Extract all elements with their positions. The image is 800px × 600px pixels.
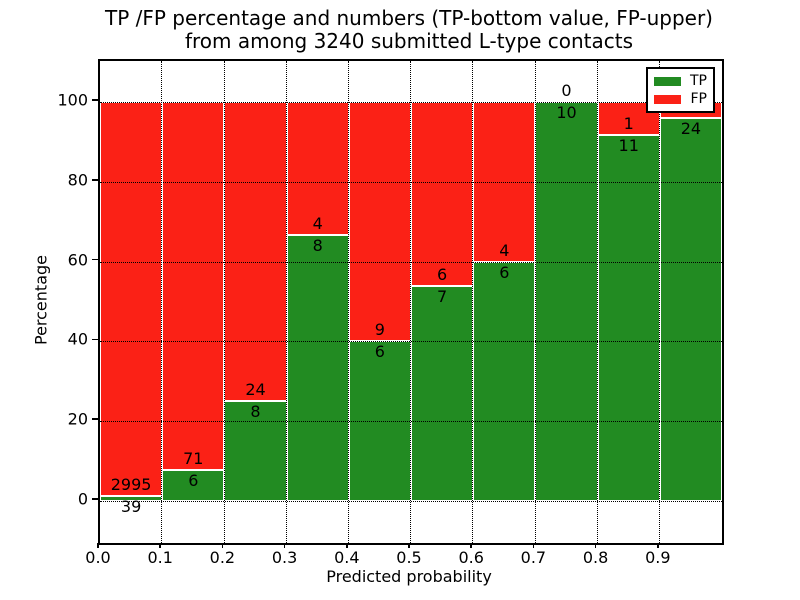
x-tick-mark-8	[594, 543, 597, 548]
x-tick-mark-3	[283, 543, 286, 548]
x-tick-label-5: 0.5	[396, 548, 422, 567]
x-tick-mark-6	[470, 543, 472, 548]
bar-segment-tp-5	[411, 286, 474, 501]
x-axis-label: Predicted probability	[326, 567, 492, 586]
bar-segment-tp-1	[162, 469, 225, 501]
y-tick-label-20: 20	[67, 409, 88, 429]
y-tick-mark-0	[92, 498, 98, 500]
x-tick-mark-0	[97, 543, 99, 548]
y-tick-label-0: 0	[77, 489, 88, 509]
bar-segment-tp-0	[100, 495, 163, 501]
bar-segment-tp-9	[659, 117, 722, 501]
bar-segment-tp-3	[286, 234, 349, 501]
y-tick-mark-60	[92, 258, 98, 261]
x-tick-label-3: 0.3	[271, 548, 298, 567]
bar-segment-fp-3	[286, 102, 349, 235]
y-tick-label-80: 80	[67, 170, 88, 190]
y-tick-label-100: 100	[57, 90, 88, 110]
bar-segment-fp-1	[162, 102, 225, 470]
bar-segment-fp-4	[348, 102, 411, 342]
y-tick-mark-100	[92, 99, 98, 101]
fp-legend-label: FP	[690, 91, 708, 107]
bar-segment-fp-0	[100, 102, 163, 496]
x-tick-label-2: 0.2	[209, 548, 236, 567]
x-tick-label-9: 0.9	[645, 548, 671, 567]
bar-segment-fp-6	[473, 102, 536, 262]
bar-segment-tp-6	[473, 261, 536, 501]
y-tick-mark-80	[92, 179, 98, 181]
chart-title: TP /FP percentage and numbers (TP-bottom…	[98, 7, 720, 53]
x-tick-mark-1	[159, 543, 161, 548]
chart-title-line2: from among 3240 submitted L-type contact…	[184, 29, 634, 53]
bar-segment-fp-5	[411, 102, 474, 287]
bar-segment-tp-2	[224, 401, 287, 501]
bar-segment-tp-7	[535, 102, 598, 501]
fp-legend-swatch	[654, 94, 681, 104]
x-tick-label-4: 0.4	[334, 548, 360, 567]
tp-legend-label: TP	[690, 73, 707, 89]
y-tick-mark-40	[92, 338, 98, 341]
x-tick-label-8: 0.8	[582, 548, 609, 567]
y-tick-label-60: 60	[67, 250, 88, 270]
bar-segment-tp-4	[348, 341, 411, 501]
legend-item-fp: FP	[654, 91, 707, 107]
x-tick-mark-2	[221, 543, 224, 548]
legend: TP FP	[646, 67, 715, 113]
chart-title-line1: TP /FP percentage and numbers (TP-bottom…	[105, 6, 713, 30]
tp-legend-swatch	[654, 76, 681, 86]
bar-segment-fp-2	[224, 102, 287, 402]
x-tick-label-1: 0.1	[147, 548, 173, 567]
x-tick-label-6: 0.6	[458, 548, 484, 567]
x-tick-mark-5	[408, 543, 410, 548]
y-tick-mark-20	[92, 418, 98, 420]
bars-layer	[100, 61, 722, 543]
x-tick-label-0: 0.0	[85, 548, 111, 567]
legend-item-tp: TP	[654, 73, 707, 89]
x-tick-mark-7	[532, 543, 535, 548]
x-tick-mark-4	[346, 543, 348, 548]
x-tick-mark-9	[657, 543, 659, 548]
y-tick-label-40: 40	[67, 329, 88, 349]
bar-segment-tp-8	[597, 135, 660, 501]
plot-area: 2995 39 71 6 24 8 4 8 9 6 6 7 4 6 0 10 1 11 24	[98, 59, 724, 545]
x-tick-label-7: 0.7	[520, 548, 547, 567]
